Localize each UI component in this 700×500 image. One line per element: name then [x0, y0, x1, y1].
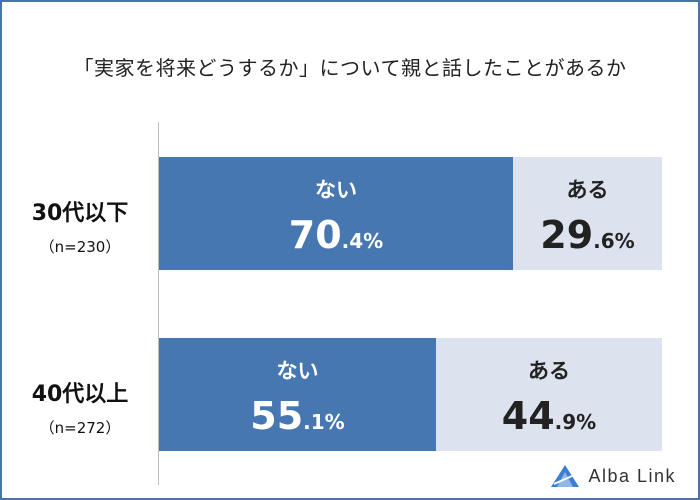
series-label: ある	[528, 359, 570, 383]
series-label: ある	[566, 178, 609, 202]
series-label: ない	[315, 178, 357, 202]
category-label: 30代以下	[31, 201, 129, 226]
data-label: 55.1%	[159, 394, 436, 438]
bar-segment	[436, 338, 662, 451]
data-label-decimal: .6%	[593, 229, 635, 253]
data-label-decimal: .1%	[303, 410, 345, 434]
data-label: 29.6%	[513, 213, 662, 257]
brand-name: Alba Link	[588, 465, 676, 486]
bar-segment	[513, 157, 662, 270]
category-axis-line	[158, 122, 159, 485]
category-label: 40代以上	[31, 382, 129, 407]
data-label: 70.4%	[159, 213, 513, 257]
data-label-decimal: .4%	[341, 229, 384, 253]
chart-title: 「実家を将来どうするか」について親と話したことがあるか	[73, 56, 627, 80]
data-label-integer: 29	[540, 213, 594, 257]
data-label-integer: 55	[250, 394, 304, 438]
series-label: ない	[276, 359, 319, 383]
bar-segment	[159, 157, 513, 270]
sample-size-label: （n=230）	[39, 238, 121, 256]
data-label-integer: 44	[501, 394, 555, 438]
triangle-logo-icon	[551, 465, 580, 487]
data-label: 44.9%	[436, 394, 662, 438]
sample-size-label: （n=272）	[39, 419, 121, 437]
brand-logo: Alba Link	[550, 464, 676, 488]
data-label-decimal: .9%	[554, 410, 597, 434]
bar-segment	[159, 338, 436, 451]
data-label-integer: 70	[288, 213, 342, 257]
